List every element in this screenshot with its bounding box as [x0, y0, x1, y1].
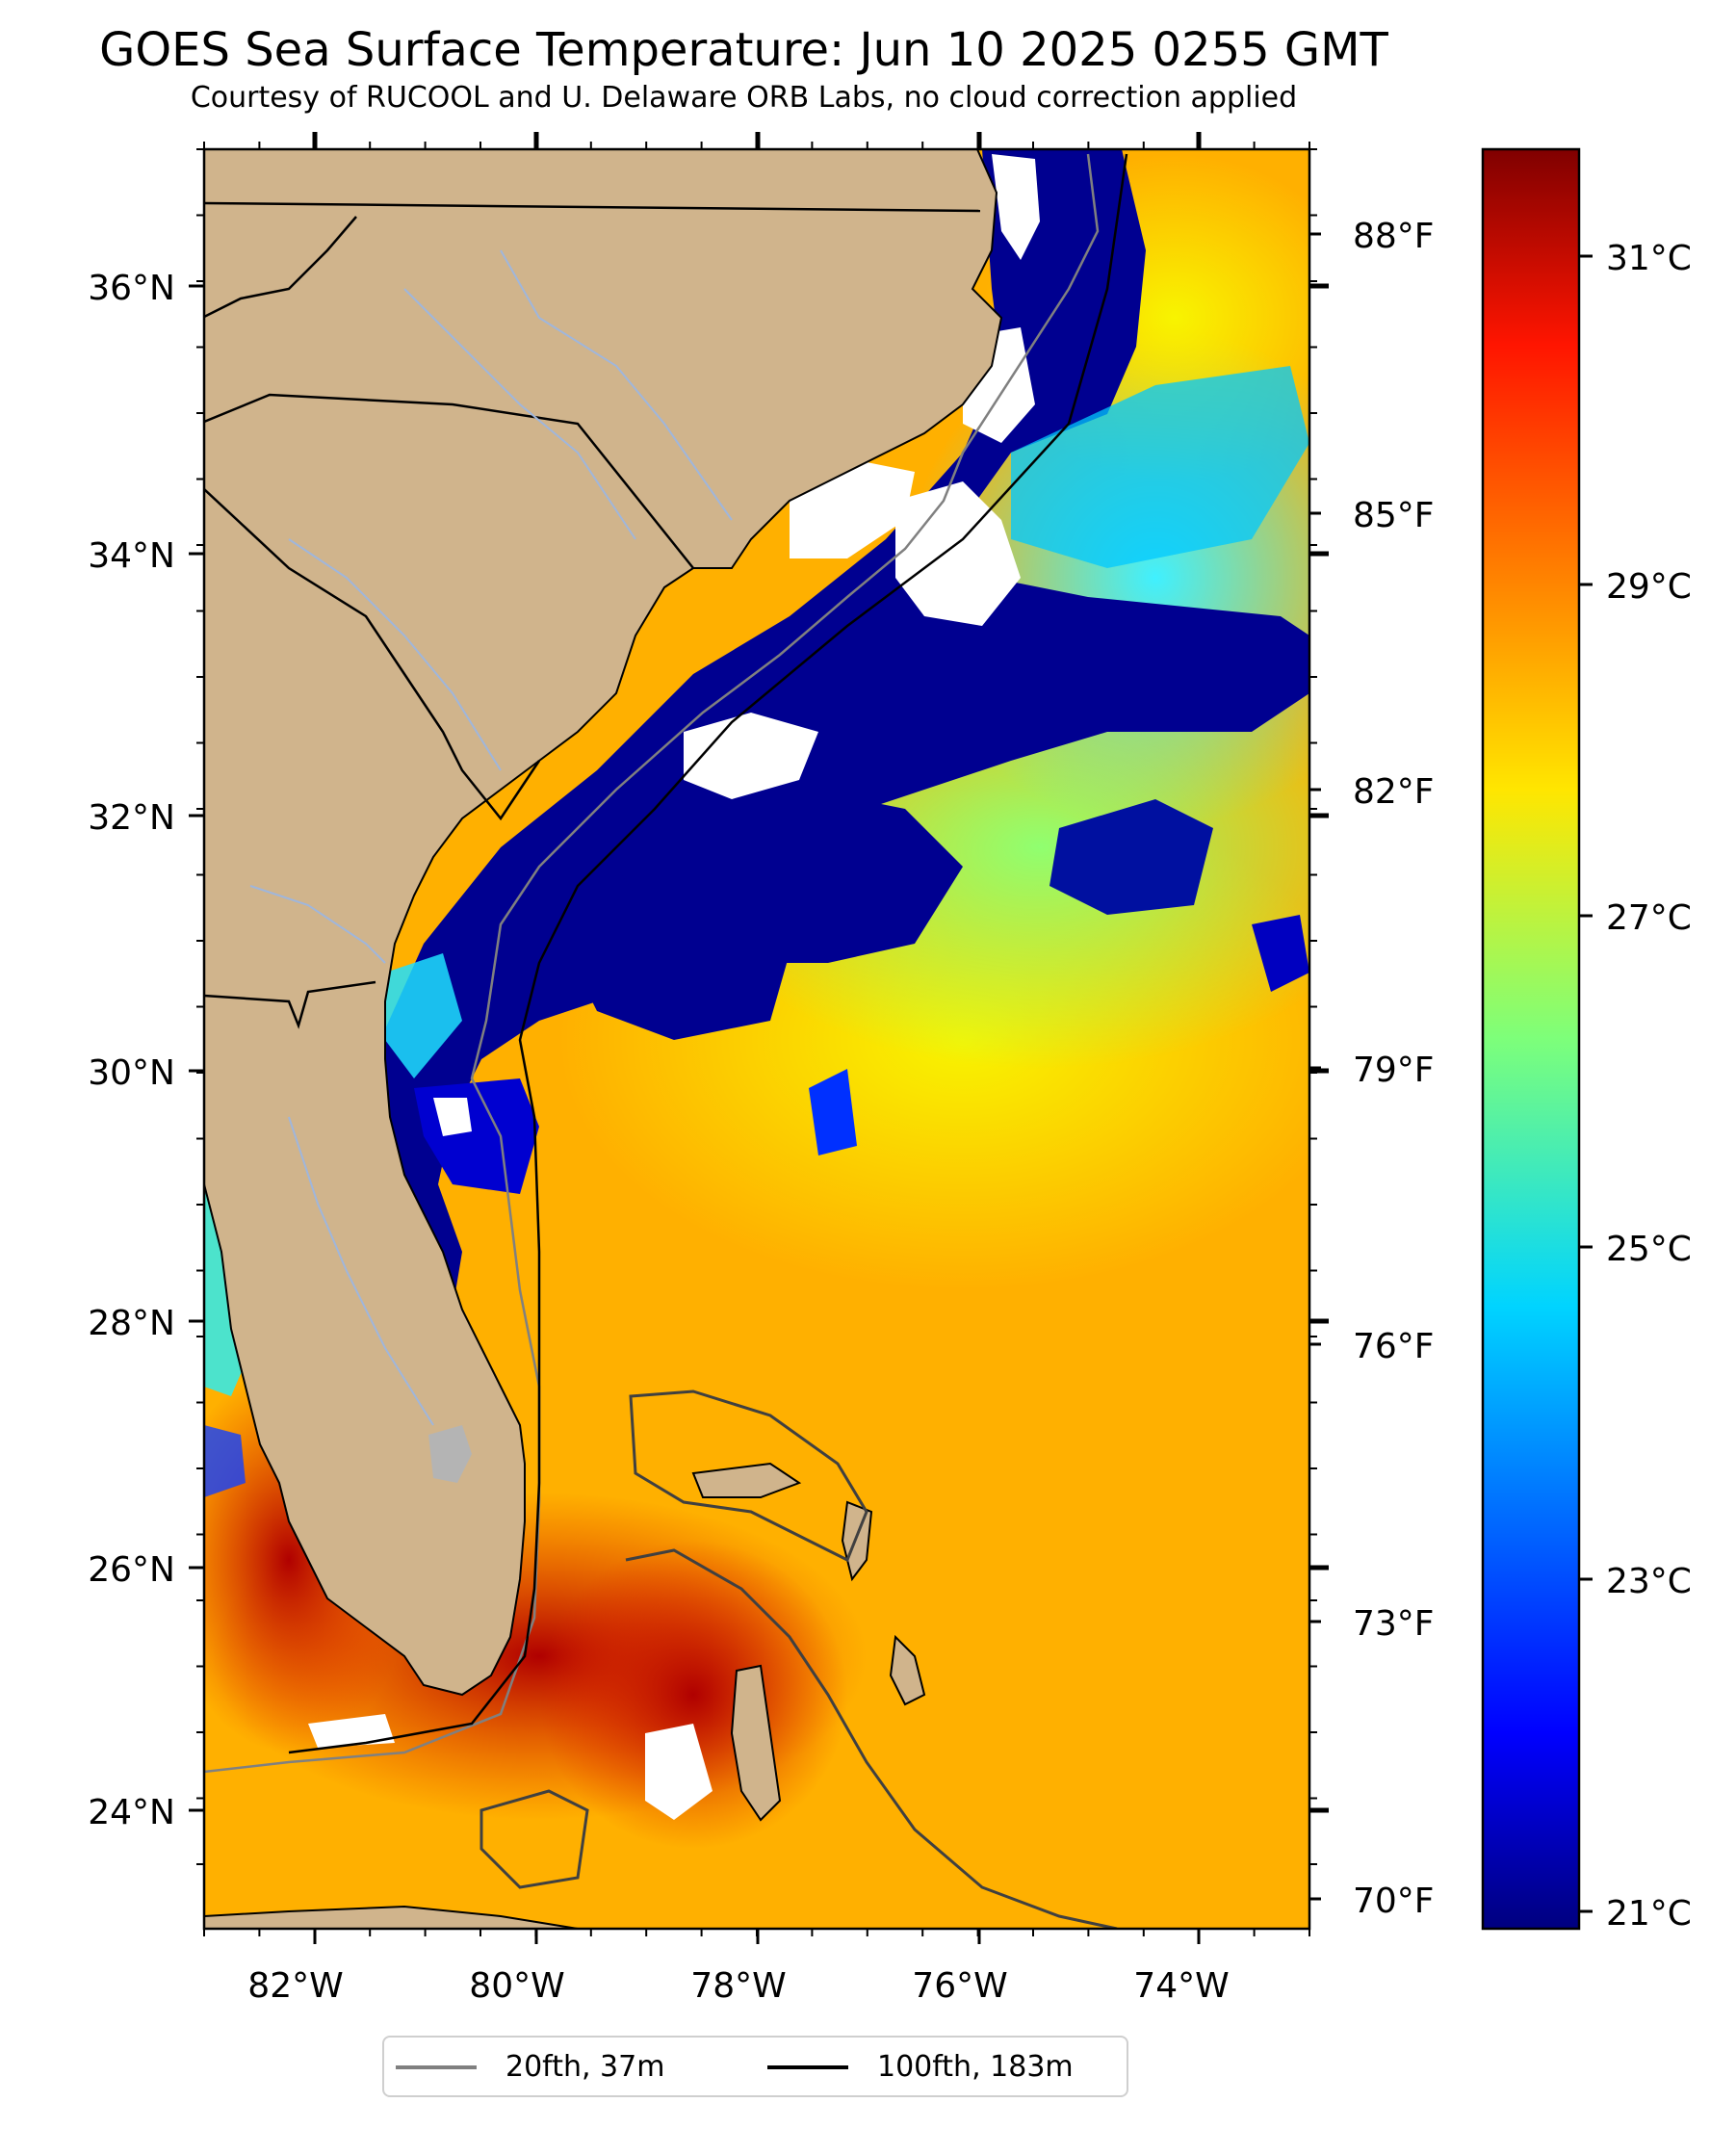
- land-grand-bahama: [691, 1462, 802, 1498]
- isobath-cay-sal: [479, 1789, 589, 1889]
- colorbar-label: 31°C: [1606, 239, 1692, 278]
- colorbar: 31°C 29°C 27°C 25°C 23°C 21°C: [1481, 147, 1692, 1934]
- lon-label: 76°W: [912, 1966, 1007, 2006]
- lat-label: 26°N: [88, 1550, 175, 1590]
- cloud-mask-outer-banks: [992, 154, 1040, 260]
- colorbar-label: 21°C: [1606, 1894, 1692, 1934]
- fahrenheit-label: 88°F: [1353, 217, 1435, 256]
- cloud-mask-bahamas: [645, 1724, 713, 1820]
- lat-label: 30°N: [88, 1053, 175, 1093]
- land-andros-island: [730, 1664, 782, 1822]
- fahrenheit-label: 76°F: [1353, 1327, 1435, 1366]
- land-cuba: [204, 1905, 579, 1929]
- map-title: GOES Sea Surface Temperature: Jun 10 202…: [99, 23, 1388, 77]
- minor-axis-ticks: [196, 142, 1317, 1936]
- fahrenheit-label: 85°F: [1353, 496, 1435, 535]
- sst-blue-patch-1: [1049, 799, 1213, 915]
- colorbar-gradient: [1481, 147, 1581, 1931]
- map-subtitle: Courtesy of RUCOOL and U. Delaware ORB L…: [190, 81, 1298, 115]
- fahrenheit-labels: 88°F 85°F 82°F 79°F 76°F 73°F 70°F: [1309, 217, 1435, 1921]
- fahrenheit-label: 70°F: [1353, 1882, 1435, 1921]
- colorbar-label: 25°C: [1606, 1230, 1692, 1269]
- fahrenheit-label: 82°F: [1353, 772, 1435, 812]
- sst-cyan-coastal: [385, 953, 462, 1078]
- latitude-labels: 36°N 34°N 32°N 30°N 28°N 26°N 24°N: [88, 269, 175, 1832]
- legend-label: 100fth, 183m: [877, 2050, 1074, 2084]
- legend-swatch-black: [767, 2065, 848, 2069]
- land-us-mainland: [204, 149, 1003, 1697]
- cloud-mask-georgia-shelf: [684, 713, 818, 799]
- fahrenheit-label: 73°F: [1353, 1604, 1435, 1644]
- longitude-labels: 82°W 80°W 78°W 76°W 74°W: [247, 1966, 1229, 2006]
- isobath-100fth-line: [288, 153, 1128, 1754]
- sst-blue-gulf: [204, 1425, 246, 1497]
- lon-label: 74°W: [1133, 1966, 1229, 2006]
- cloud-mask-keys: [308, 1714, 395, 1748]
- colorbar-label: 27°C: [1606, 898, 1692, 938]
- lat-label: 28°N: [88, 1304, 175, 1343]
- land-eleuthera: [889, 1634, 926, 1706]
- rivers: [249, 249, 733, 1426]
- isobath-legend: 20fth, 37m 100fth, 183m: [382, 2036, 1128, 2097]
- legend-label: 20fth, 37m: [505, 2050, 665, 2084]
- cloud-mask-sc-1: [790, 462, 915, 558]
- sst-map: [204, 149, 1309, 1929]
- sst-blue-patch-3: [1252, 915, 1309, 992]
- cloud-mask-sc-2: [895, 481, 1021, 626]
- sst-cyan-offshore-band: [1011, 366, 1309, 568]
- sst-blue-patch-2: [809, 1069, 857, 1155]
- sst-cold-patch-georgia: [568, 886, 790, 1040]
- colorbar-label: 23°C: [1606, 1562, 1692, 1601]
- lat-label: 32°N: [88, 798, 175, 838]
- lat-label: 24°N: [88, 1793, 175, 1832]
- lat-label: 34°N: [88, 536, 175, 576]
- lake-okeechobee: [428, 1425, 472, 1483]
- lon-label: 80°W: [469, 1966, 564, 2006]
- isobath-great-bahama-bank: [625, 1548, 1118, 1929]
- state-borders: [204, 201, 981, 1029]
- cloud-mask-jax: [433, 1098, 472, 1136]
- lon-label: 82°W: [247, 1966, 343, 2006]
- colorbar-label: 29°C: [1606, 567, 1692, 607]
- sst-cold-shelf-water: [356, 149, 1309, 1329]
- legend-swatch-gray: [396, 2065, 477, 2069]
- lon-label: 78°W: [690, 1966, 786, 2006]
- lat-label: 36°N: [88, 269, 175, 308]
- fahrenheit-label: 79°F: [1353, 1051, 1435, 1090]
- isobath-bahamas-bank: [629, 1389, 868, 1563]
